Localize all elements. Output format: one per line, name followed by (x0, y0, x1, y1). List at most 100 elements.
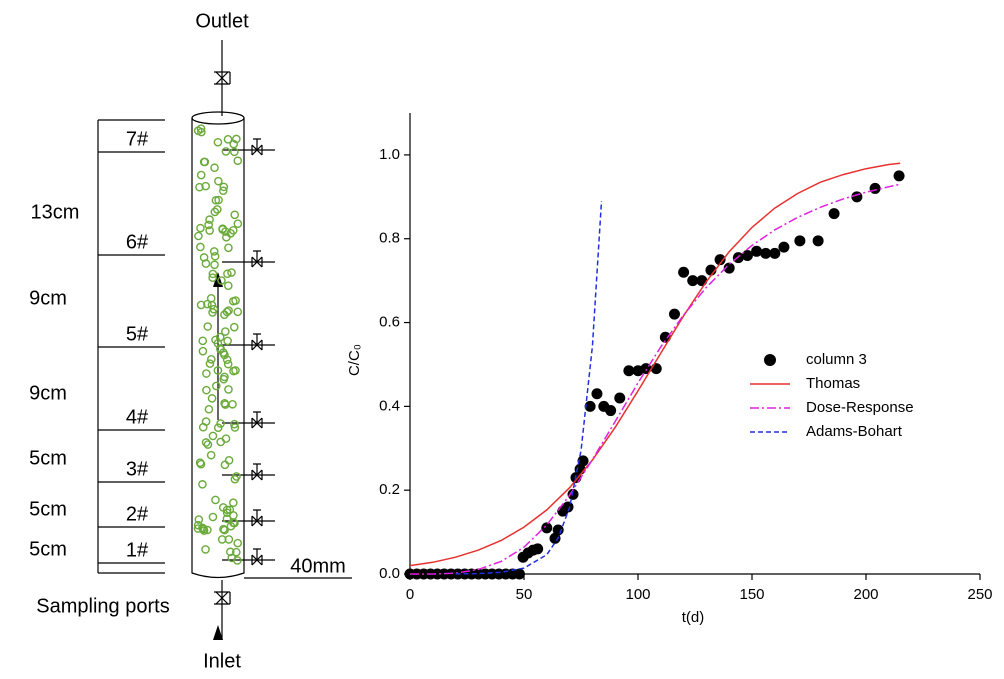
packing-bead (227, 268, 236, 277)
packing-bead (201, 438, 211, 447)
packing-bead (207, 354, 216, 364)
packing-bead (201, 181, 210, 191)
data-point (741, 249, 753, 261)
port-label: 5# (126, 323, 149, 345)
port-valve (251, 250, 263, 268)
packing-bead (213, 366, 223, 375)
packing-bead (205, 215, 214, 224)
legend-label: Thomas (806, 375, 860, 392)
packing-bead (229, 322, 239, 332)
packing-bead (230, 147, 239, 157)
packing-bead (226, 547, 235, 557)
port-valve (251, 509, 263, 527)
packing-bead (222, 307, 232, 317)
packing-bead (199, 526, 209, 535)
data-point (584, 400, 596, 412)
data-point (552, 524, 564, 536)
fit-line (409, 162, 901, 567)
port-valve (251, 463, 263, 481)
packing-bead (205, 226, 214, 235)
chart: 0 50 100 150 200 250 0.0 0.2 0.4 0.6 0.8 1.0 t(d) C/C… (346, 113, 993, 626)
packing-bead (207, 300, 217, 310)
packing-bead (223, 135, 233, 144)
packing-bead (223, 359, 233, 369)
distance-label: 5cm (29, 498, 67, 520)
packing-bead (203, 299, 212, 309)
y-tick-label: 0.6 (379, 314, 400, 331)
packing-bead (228, 399, 237, 409)
packing-bead (233, 156, 243, 166)
packing-bead (212, 205, 222, 214)
packing-bead (198, 336, 208, 346)
packing-bead (231, 547, 241, 557)
data-point (532, 543, 544, 555)
packing-bead (193, 520, 203, 530)
data-point (678, 266, 690, 278)
packing-bead (216, 437, 225, 447)
inlet-label: Inlet (203, 650, 241, 672)
x-tick-label: 200 (853, 586, 878, 603)
column-top (191, 111, 245, 125)
packing-bead (201, 545, 210, 554)
port-label: 6# (126, 231, 149, 253)
data-point (769, 247, 781, 259)
packing-bead (204, 220, 213, 230)
packing-bead (219, 524, 228, 534)
outlet-label: Outlet (195, 10, 249, 32)
packing-bead (198, 480, 207, 489)
distance-label: 5cm (29, 447, 67, 469)
data-point (614, 392, 626, 404)
packing-bead (228, 296, 238, 306)
packing-bead (222, 355, 232, 365)
data-point (869, 182, 881, 194)
y-tick-label: 1.0 (379, 146, 400, 163)
packing-bead (223, 281, 233, 290)
packing-bead (220, 310, 229, 319)
packing-bead (203, 440, 213, 449)
packing-bead (193, 126, 203, 135)
port-valve (251, 333, 263, 351)
packing-bead (230, 419, 239, 429)
packing-bead (216, 419, 225, 428)
x-tick-label: 250 (967, 586, 992, 603)
packing-bead (202, 385, 211, 395)
packing-bead (200, 157, 210, 167)
data-point (778, 241, 790, 253)
distance-label: 9cm (29, 287, 67, 309)
x-tick-label: 100 (625, 586, 650, 603)
packing-bead (196, 459, 206, 469)
packing-bead (203, 525, 212, 535)
legend-label: Dose-Response (806, 399, 914, 416)
inlet-arrow (213, 625, 223, 640)
data-point (650, 363, 662, 375)
legend-marker (764, 354, 776, 366)
packing-bead (222, 232, 231, 242)
packing-bead (224, 385, 233, 394)
y-tick-label: 0.0 (379, 565, 400, 582)
packing-bead (221, 227, 230, 236)
packing-bead (201, 417, 211, 426)
data-point (668, 308, 680, 320)
diameter-label: 40mm (290, 555, 346, 577)
y-tick-label: 0.2 (379, 481, 400, 498)
data-point (567, 488, 579, 500)
packing-bead (210, 163, 219, 173)
packing-bead (219, 182, 229, 192)
data-point (562, 501, 574, 513)
packing-bead (206, 450, 216, 460)
data-point (696, 275, 708, 287)
data-point (687, 275, 699, 287)
packing-bead (211, 195, 221, 205)
data-point (577, 455, 589, 467)
data-point (760, 247, 772, 259)
packing-bead (208, 431, 218, 441)
port-valve (251, 138, 263, 156)
packing-bead (211, 495, 220, 505)
y-axis-label: C/C₀ (346, 344, 363, 376)
packing-bead (220, 398, 229, 408)
packing-bead (196, 300, 206, 310)
data-point (591, 388, 603, 400)
packing-bead (209, 247, 219, 256)
packing-bead (213, 423, 223, 433)
port-label: 4# (126, 406, 149, 428)
